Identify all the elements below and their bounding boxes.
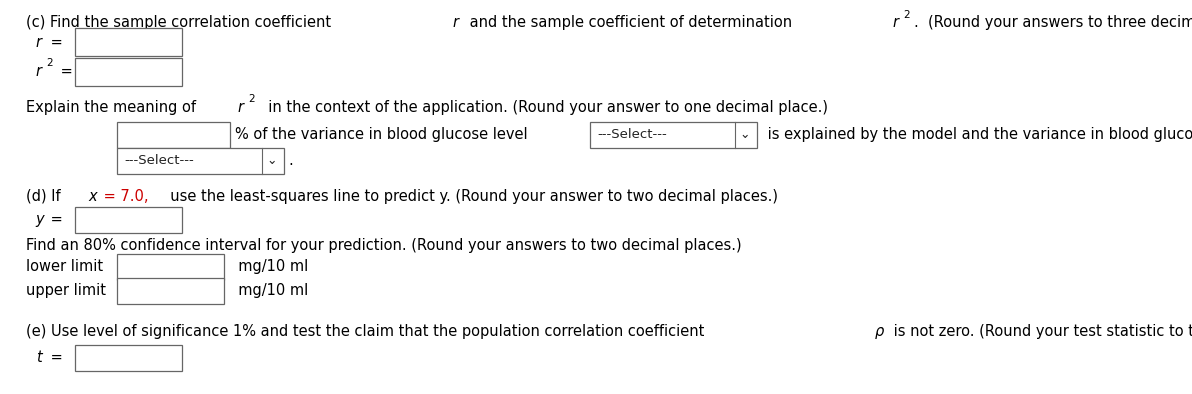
- Text: =: =: [46, 35, 63, 50]
- Text: use the least-squares line to predict y. (Round your answer to two decimal place: use the least-squares line to predict y.…: [161, 189, 778, 204]
- Text: Find an 80% confidence interval for your prediction. (Round your answers to two : Find an 80% confidence interval for your…: [26, 238, 741, 253]
- Text: in the context of the application. (Round your answer to one decimal place.): in the context of the application. (Roun…: [259, 100, 827, 115]
- Text: % of the variance in blood glucose level: % of the variance in blood glucose level: [235, 127, 527, 142]
- Text: upper limit: upper limit: [26, 283, 106, 298]
- Text: = 7.0,: = 7.0,: [99, 189, 149, 204]
- FancyBboxPatch shape: [75, 28, 182, 56]
- Text: r: r: [36, 35, 42, 50]
- FancyBboxPatch shape: [75, 207, 182, 232]
- Text: 2: 2: [46, 58, 54, 68]
- Text: .  (Round your answers to three decimal places.): . (Round your answers to three decimal p…: [914, 15, 1192, 30]
- FancyBboxPatch shape: [75, 345, 182, 370]
- Text: (c) Find the sample correlation coefficient: (c) Find the sample correlation coeffici…: [26, 15, 336, 30]
- FancyBboxPatch shape: [117, 254, 224, 280]
- Text: r: r: [453, 15, 459, 30]
- Text: ⌄: ⌄: [267, 154, 277, 167]
- Text: =: =: [56, 64, 73, 79]
- FancyBboxPatch shape: [117, 148, 284, 173]
- Text: and the sample coefficient of determination: and the sample coefficient of determinat…: [465, 15, 801, 30]
- Text: =: =: [46, 350, 63, 365]
- FancyBboxPatch shape: [75, 58, 182, 86]
- Text: =: =: [46, 212, 63, 227]
- Text: r: r: [237, 100, 243, 115]
- Text: ---Select---: ---Select---: [124, 154, 194, 167]
- Text: r: r: [893, 15, 899, 30]
- Text: (e) Use level of significance 1% and test the claim that the population correlat: (e) Use level of significance 1% and tes…: [26, 324, 709, 339]
- Text: 2: 2: [904, 10, 911, 20]
- Text: x: x: [88, 189, 97, 204]
- Text: (d) If: (d) If: [26, 189, 66, 204]
- Text: ρ: ρ: [875, 324, 884, 339]
- Text: ---Select---: ---Select---: [597, 128, 668, 141]
- FancyBboxPatch shape: [117, 278, 224, 303]
- Text: r: r: [36, 64, 42, 79]
- Text: 2: 2: [248, 93, 255, 104]
- Text: t: t: [36, 350, 42, 365]
- Text: is explained by the model and the variance in blood glucose level: is explained by the model and the varian…: [763, 127, 1192, 142]
- Text: .: .: [288, 153, 293, 168]
- FancyBboxPatch shape: [590, 122, 757, 147]
- Text: mg/10 ml: mg/10 ml: [229, 259, 308, 274]
- Text: lower limit: lower limit: [26, 259, 104, 274]
- Text: mg/10 ml: mg/10 ml: [229, 283, 308, 298]
- Text: Explain the meaning of: Explain the meaning of: [26, 100, 205, 115]
- Text: y: y: [36, 212, 44, 227]
- Text: ⌄: ⌄: [740, 128, 750, 141]
- Text: is not zero. (Round your test statistic to three decimal places.): is not zero. (Round your test statistic …: [889, 324, 1192, 339]
- FancyBboxPatch shape: [117, 122, 230, 147]
